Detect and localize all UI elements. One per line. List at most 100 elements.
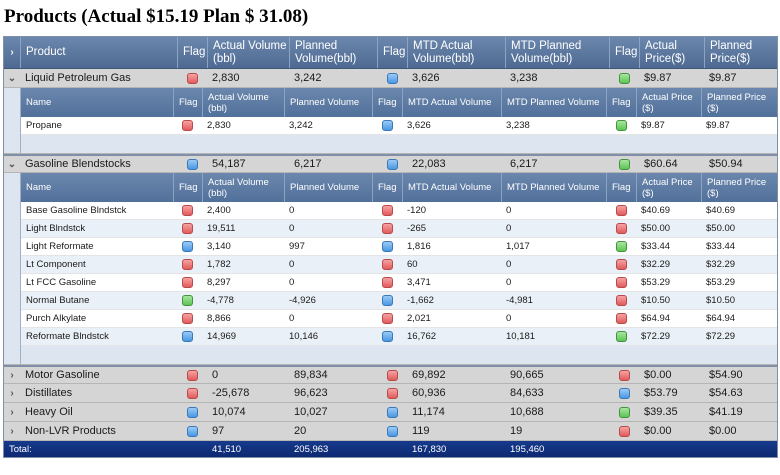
detail-column-header-actual-price[interactable]: Actual Price ($)	[636, 88, 701, 117]
detail-column-header-flag[interactable]: Flag	[372, 173, 402, 202]
red-flag-icon	[615, 277, 627, 288]
item-planned-volume: 0	[289, 277, 295, 288]
group-row[interactable]: › Distillates -25,678 96,623 60,936 84,633 $53…	[4, 384, 777, 403]
detail-panel: Name Flag Actual Volume (bbl) Planned Volum…	[4, 173, 777, 365]
detail-header: Name Flag Actual Volume (bbl) Planned Volum…	[21, 173, 777, 202]
column-header-product[interactable]: Product	[20, 37, 177, 68]
detail-column-header-flag[interactable]: Flag	[606, 88, 636, 117]
expand-toggle[interactable]: ›	[4, 384, 20, 402]
group-row[interactable]: › Non-LVR Products 97 20 119 19 $0.00 $0.00	[4, 422, 777, 441]
detail-column-header-planned-price[interactable]: Planned Price ($)	[701, 173, 780, 202]
flag-cell	[606, 328, 636, 345]
group-mtd-planned-volume: 19	[510, 425, 523, 437]
detail-row[interactable]: Purch Alkylate 8,866 0 2,021 0 $64.94 $64.94	[21, 310, 777, 328]
item-actual-price: $10.50	[641, 295, 671, 306]
detail-column-header-planned-volume[interactable]: Planned Volume	[284, 173, 372, 202]
group-actual-price: $0.00	[644, 369, 672, 381]
red-flag-icon	[615, 205, 627, 216]
green-flag-icon	[615, 241, 627, 252]
item-actual-price: $9.87	[641, 120, 665, 131]
column-header-flag[interactable]: Flag	[177, 37, 207, 68]
red-flag-icon	[386, 369, 398, 381]
detail-row[interactable]: Light Reformate 3,140 997 1,816 1,017 $33.44 $…	[21, 238, 777, 256]
detail-row[interactable]: Normal Butane -4,778 -4,926 -1,662 -4,981 $10…	[21, 292, 777, 310]
flag-cell	[609, 422, 639, 440]
detail-column-header-mtd-planned[interactable]: MTD Planned Volume	[501, 88, 606, 117]
group-row[interactable]: ⌄ Gasoline Blendstocks 54,187 6,217 22,083 6,…	[4, 154, 777, 173]
group-mtd-actual-volume: 60,936	[412, 387, 446, 399]
column-header-actual-volume[interactable]: Actual Volume (bbl)	[207, 37, 289, 68]
detail-column-header-flag[interactable]: Flag	[173, 88, 202, 117]
item-planned-volume: 0	[289, 259, 295, 270]
expand-all-toggle[interactable]: ›	[4, 37, 20, 68]
column-header-planned-volume[interactable]: Planned Volume(bbl)	[289, 37, 377, 68]
group-row[interactable]: › Motor Gasoline 0 89,834 69,892 90,665 $0.00 $…	[4, 365, 777, 384]
red-flag-icon	[381, 259, 393, 270]
column-header-flag[interactable]: Flag	[377, 37, 407, 68]
item-actual-volume: 8,297	[207, 277, 231, 288]
flag-cell	[377, 156, 407, 172]
item-mtd-planned-volume: 3,238	[506, 120, 530, 131]
flag-cell	[177, 367, 207, 383]
item-mtd-planned-volume: -4,981	[506, 295, 533, 306]
column-header-flag[interactable]: Flag	[609, 37, 639, 68]
group-planned-price: $54.63	[709, 387, 743, 399]
item-planned-volume: 10,146	[289, 331, 319, 342]
detail-row[interactable]: Propane 2,830 3,242 3,626 3,238 $9.87 $9.87	[21, 117, 777, 135]
flag-cell	[372, 310, 402, 327]
column-header-mtd-planned[interactable]: MTD Planned Volume(bbl)	[505, 37, 609, 68]
expand-toggle[interactable]: ⌄	[4, 69, 20, 87]
detail-column-header-planned-price[interactable]: Planned Price ($)	[701, 88, 780, 117]
detail-row[interactable]: Lt Component 1,782 0 60 0 $32.29 $32.29	[21, 256, 777, 274]
group-planned-volume: 6,217	[294, 158, 322, 170]
detail-column-header-actual-price[interactable]: Actual Price ($)	[636, 173, 701, 202]
expand-toggle[interactable]: ›	[4, 367, 20, 383]
item-actual-price: $50.00	[641, 223, 671, 234]
chevron-right-icon: ›	[10, 387, 14, 399]
detail-column-header-actual-volume[interactable]: Actual Volume (bbl)	[202, 173, 284, 202]
detail-column-header-flag[interactable]: Flag	[372, 88, 402, 117]
chevron-right-icon: ›	[10, 406, 14, 418]
column-header-mtd-actual[interactable]: MTD Actual Volume(bbl)	[407, 37, 505, 68]
red-flag-icon	[182, 205, 193, 216]
detail-column-header-mtd-planned[interactable]: MTD Planned Volume	[501, 173, 606, 202]
item-product-name: Light Reformate	[26, 241, 94, 252]
column-header-planned-price[interactable]: Planned Price($)	[704, 37, 779, 68]
detail-column-header-mtd-actual[interactable]: MTD Actual Volume	[402, 88, 501, 117]
flag-cell	[177, 156, 207, 172]
column-header-actual-price[interactable]: Actual Price($)	[639, 37, 704, 68]
detail-column-header-flag[interactable]: Flag	[173, 173, 202, 202]
item-mtd-actual-volume: -120	[407, 205, 427, 216]
expand-toggle[interactable]: ›	[4, 422, 20, 440]
item-actual-volume: 14,969	[207, 331, 237, 342]
group-product-name: Gasoline Blendstocks	[25, 158, 131, 170]
detail-column-header-flag[interactable]: Flag	[606, 173, 636, 202]
red-flag-icon	[186, 387, 198, 399]
chevron-right-icon: ›	[10, 47, 14, 58]
item-mtd-actual-volume: 16,762	[407, 331, 437, 342]
flag-cell	[173, 238, 202, 255]
detail-row[interactable]: Lt FCC Gasoline 8,297 0 3,471 0 $53.29 $53.29	[21, 274, 777, 292]
item-mtd-actual-volume: 2,021	[407, 313, 431, 324]
item-product-name: Lt Component	[26, 259, 86, 270]
group-product-name: Motor Gasoline	[25, 369, 100, 381]
detail-column-header-name[interactable]: Name	[26, 182, 52, 193]
flag-cell	[606, 238, 636, 255]
detail-row[interactable]: Reformate Blndstck 14,969 10,146 16,762 10,1…	[21, 328, 777, 346]
detail-column-header-planned-volume[interactable]: Planned Volume	[284, 88, 372, 117]
item-mtd-actual-volume: 1,816	[407, 241, 431, 252]
detail-row[interactable]: Base Gasoline Blndstck 2,400 0 -120 0 $40.69 $…	[21, 202, 777, 220]
group-planned-price: $50.94	[709, 158, 743, 170]
group-mtd-actual-volume: 69,892	[412, 369, 446, 381]
detail-column-header-mtd-actual[interactable]: MTD Actual Volume	[402, 173, 501, 202]
detail-column-header-actual-volume[interactable]: Actual Volume (bbl)	[202, 88, 284, 117]
expand-toggle[interactable]: ›	[4, 403, 20, 421]
expand-toggle[interactable]: ⌄	[4, 156, 20, 172]
item-planned-price: $50.00	[706, 223, 736, 234]
detail-row[interactable]: Light Blndstck 19,511 0 -265 0 $50.00 $50.00	[21, 220, 777, 238]
group-row[interactable]: › Heavy Oil 10,074 10,027 11,174 10,688 $39.35…	[4, 403, 777, 422]
group-row[interactable]: ⌄ Liquid Petroleum Gas 2,830 3,242 3,626 3,23…	[4, 69, 777, 88]
item-mtd-actual-volume: 3,471	[407, 277, 431, 288]
detail-column-header-name[interactable]: Name	[26, 97, 52, 108]
item-mtd-planned-volume: 0	[506, 205, 512, 216]
